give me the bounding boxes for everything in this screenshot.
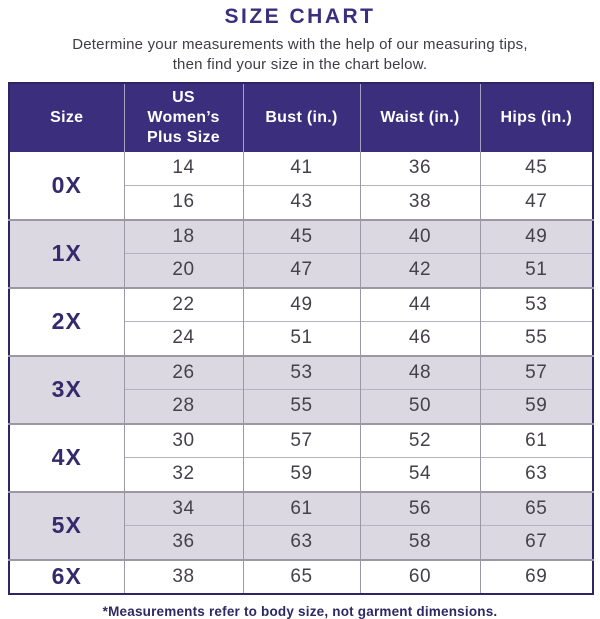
column-header-hips: Hips (in.): [480, 82, 593, 152]
bust-value: 45: [243, 218, 361, 254]
plus-size-value: 36: [124, 525, 244, 560]
bust-value: 65: [243, 558, 361, 594]
subtitle-line-1: Determine your measurements with the hel…: [72, 36, 528, 53]
waist-value: 38: [360, 185, 481, 220]
waist-value: 60: [360, 558, 481, 594]
waist-value: 36: [360, 151, 481, 186]
size-row-6x-1: 6X 38 65 60 69: [9, 558, 593, 594]
subtitle: Determine your measurements with the hel…: [0, 35, 600, 76]
size-label-1x: 1X: [9, 218, 125, 288]
size-row-5x-1: 5X 34 61 56 65: [9, 490, 593, 560]
bust-value: 43: [243, 185, 361, 220]
column-header-bust: Bust (in.): [243, 82, 361, 152]
bust-value: 63: [243, 525, 361, 560]
hips-value: 61: [480, 422, 593, 458]
waist-value: 48: [360, 354, 481, 390]
bust-value: 51: [243, 321, 361, 356]
size-label-3x: 3X: [9, 354, 125, 424]
plus-size-value: 28: [124, 389, 244, 424]
hips-value: 59: [480, 389, 593, 424]
size-label-6x: 6X: [9, 558, 125, 594]
waist-value: 44: [360, 286, 481, 322]
hips-value: 57: [480, 354, 593, 390]
header-row: Size US Women’s Plus Size Bust (in.) Wai…: [9, 82, 593, 152]
waist-value: 46: [360, 321, 481, 356]
plus-size-value: 24: [124, 321, 244, 356]
size-row-1x-2: 20 47 42 51: [9, 253, 593, 288]
size-row-5x-2: 36 63 58 67: [9, 525, 593, 560]
hips-value: 49: [480, 218, 593, 254]
bust-value: 55: [243, 389, 361, 424]
size-row-4x-2: 32 59 54 63: [9, 457, 593, 492]
bust-value: 53: [243, 354, 361, 390]
plus-size-value: 32: [124, 457, 244, 492]
size-table-body: 0X 14 41 36 45 16 43 38 47 1X 18 45 40 49 20 47 42 51 2X 22…: [9, 151, 593, 594]
size-row-3x-1: 3X 26 53 48 57: [9, 354, 593, 424]
waist-value: 54: [360, 457, 481, 492]
column-header-size: Size: [9, 82, 125, 152]
waist-value: 40: [360, 218, 481, 254]
plus-size-value: 26: [124, 354, 244, 390]
bust-value: 41: [243, 151, 361, 186]
plus-size-value: 34: [124, 490, 244, 526]
plus-size-value: 30: [124, 422, 244, 458]
plus-size-value: 16: [124, 185, 244, 220]
column-header-waist: Waist (in.): [360, 82, 481, 152]
waist-value: 42: [360, 253, 481, 288]
hips-value: 53: [480, 286, 593, 322]
hips-value: 69: [480, 558, 593, 594]
footnote: *Measurements refer to body size, not ga…: [102, 603, 498, 619]
waist-value: 52: [360, 422, 481, 458]
hips-value: 47: [480, 185, 593, 220]
size-row-0x-1: 0X 14 41 36 45: [9, 151, 593, 220]
bust-value: 49: [243, 286, 361, 322]
hips-value: 51: [480, 253, 593, 288]
hips-value: 55: [480, 321, 593, 356]
hips-value: 45: [480, 151, 593, 186]
size-label-0x: 0X: [9, 151, 125, 220]
page-title: SIZE CHART: [224, 5, 376, 28]
bust-value: 47: [243, 253, 361, 288]
size-label-5x: 5X: [9, 490, 125, 560]
size-row-0x-2: 16 43 38 47: [9, 185, 593, 220]
plus-size-value: 22: [124, 286, 244, 322]
bust-value: 59: [243, 457, 361, 492]
table-header: Size US Women’s Plus Size Bust (in.) Wai…: [9, 82, 593, 152]
size-label-4x: 4X: [9, 422, 125, 492]
bust-value: 61: [243, 490, 361, 526]
bust-value: 57: [243, 422, 361, 458]
column-header-plus-size: US Women’s Plus Size: [124, 82, 244, 152]
size-row-1x-1: 1X 18 45 40 49: [9, 218, 593, 288]
hips-value: 63: [480, 457, 593, 492]
waist-value: 56: [360, 490, 481, 526]
plus-size-value: 38: [124, 558, 244, 594]
plus-size-value: 18: [124, 218, 244, 254]
plus-size-value: 20: [124, 253, 244, 288]
size-chart-table: Size US Women’s Plus Size Bust (in.) Wai…: [8, 81, 594, 595]
size-row-4x-1: 4X 30 57 52 61: [9, 422, 593, 492]
size-chart-page: SIZE CHART Determine your measurements w…: [0, 5, 600, 619]
waist-value: 50: [360, 389, 481, 424]
size-label-2x: 2X: [9, 286, 125, 356]
waist-value: 58: [360, 525, 481, 560]
plus-size-value: 14: [124, 151, 244, 186]
subtitle-line-2: then find your size in the chart below.: [172, 56, 428, 74]
size-row-2x-2: 24 51 46 55: [9, 321, 593, 356]
size-row-3x-2: 28 55 50 59: [9, 389, 593, 424]
size-row-2x-1: 2X 22 49 44 53: [9, 286, 593, 356]
hips-value: 65: [480, 490, 593, 526]
hips-value: 67: [480, 525, 593, 560]
